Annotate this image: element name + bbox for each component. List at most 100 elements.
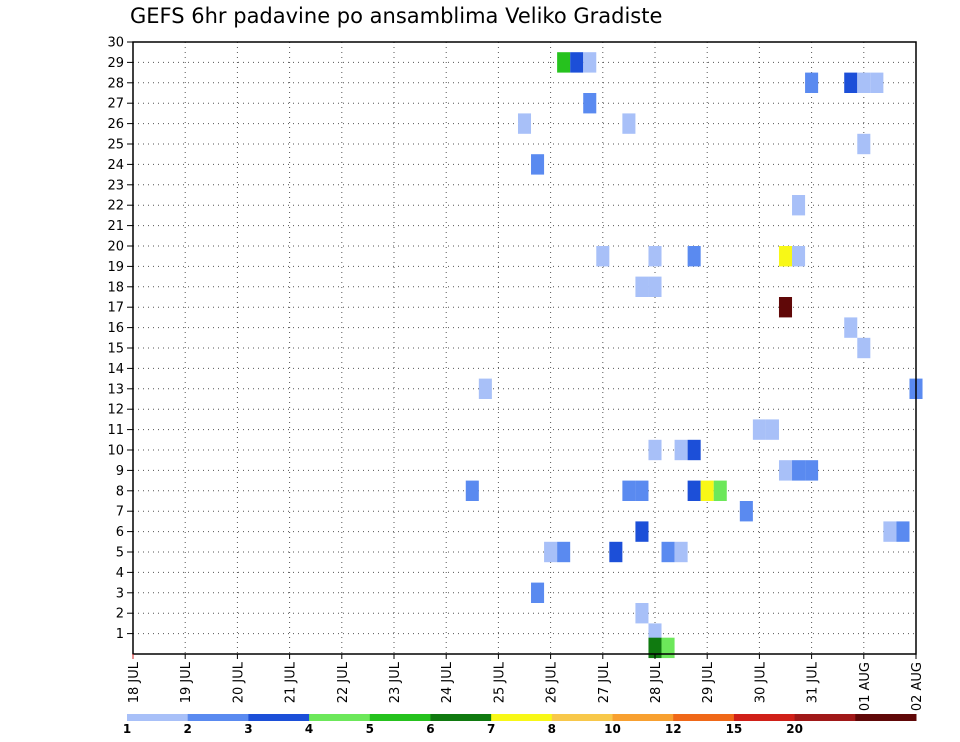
heatmap-cell — [596, 246, 610, 267]
colorbar-swatch — [430, 714, 492, 721]
heatmap-cell — [752, 419, 766, 440]
x-tick-label: 27 JUL — [597, 661, 612, 703]
x-tick-label: 21 JUL — [284, 661, 299, 703]
heatmap-cell — [687, 439, 701, 461]
y-tick-label: 8 — [116, 484, 124, 499]
heatmap-cell — [661, 637, 675, 659]
heatmap-cell — [661, 541, 675, 563]
colorbar-swatch — [673, 714, 735, 721]
colorbar-swatch — [127, 714, 189, 721]
y-tick-label: 5 — [116, 546, 124, 561]
heatmap-cell — [883, 521, 897, 542]
heatmap-cell — [896, 521, 910, 542]
x-tick-label: 02 AUG — [910, 662, 925, 711]
y-tick-label: 23 — [107, 178, 124, 193]
y-tick-label: 26 — [107, 117, 124, 132]
heatmap-cell — [844, 72, 858, 93]
heatmap-cell — [778, 297, 793, 318]
heatmap-cell — [687, 480, 701, 501]
colorbar-swatch — [491, 714, 553, 721]
heatmap-cell — [778, 246, 793, 267]
heatmap-cell — [648, 637, 662, 659]
heatmap-cell — [792, 460, 806, 481]
x-tick-label: 26 JUL — [545, 661, 560, 703]
heatmap-cell — [792, 195, 806, 216]
y-tick-label: 24 — [107, 158, 124, 173]
x-tick-label: 18 JUL — [127, 661, 142, 703]
heatmap-cell — [674, 541, 688, 563]
colorbar-swatch — [187, 714, 249, 721]
heatmap-cell — [544, 541, 558, 563]
y-tick-label: 17 — [107, 301, 124, 316]
colorbar-swatch — [855, 714, 917, 721]
y-tick-label: 27 — [107, 97, 124, 112]
heatmap-cell — [792, 246, 806, 267]
heatmap-cell — [648, 439, 662, 461]
heatmap-cell — [857, 72, 871, 93]
chart-title: GEFS 6hr padavine po ansamblima Veliko G… — [130, 4, 663, 28]
colorbar-label: 20 — [786, 722, 803, 736]
y-tick-label: 16 — [107, 321, 124, 336]
y-tick-label: 2 — [116, 607, 124, 622]
heatmap-cell — [857, 337, 871, 359]
colorbar-swatch — [248, 714, 310, 721]
x-tick-label: 24 JUL — [440, 661, 455, 703]
heatmap-cell — [857, 133, 871, 155]
heatmap-cell — [844, 317, 858, 338]
heatmap-cell — [635, 603, 649, 624]
x-tick-label: 01 AUG — [858, 662, 873, 711]
y-tick-label: 18 — [107, 280, 124, 295]
y-tick-label: 1 — [116, 627, 124, 642]
y-tick-label: 19 — [107, 260, 124, 275]
y-tick-label: 12 — [107, 403, 124, 418]
colorbar-label: 6 — [426, 722, 434, 736]
colorbar-label: 15 — [726, 722, 743, 736]
heatmap-cell — [609, 541, 623, 563]
colorbar-label: 10 — [604, 722, 621, 736]
x-tick-label: 25 JUL — [492, 661, 507, 703]
y-tick-label: 6 — [116, 525, 124, 540]
colorbar-swatch — [369, 714, 431, 721]
heatmap-cell — [739, 501, 753, 522]
x-tick-label: 23 JUL — [388, 661, 403, 703]
heatmap-cell — [583, 52, 597, 73]
heatmap-cell — [635, 276, 649, 297]
y-tick-label: 15 — [107, 342, 124, 357]
x-tick-label: 19 JUL — [179, 661, 194, 703]
heatmap-cell — [531, 582, 545, 603]
heatmap-cell — [622, 113, 636, 134]
y-tick-label: 14 — [107, 362, 124, 377]
heatmap-cell — [635, 480, 649, 501]
heatmap-cell — [648, 276, 662, 297]
heatmap-cell — [778, 460, 793, 481]
y-tick-label: 4 — [116, 566, 124, 581]
heatmap-cell — [622, 480, 636, 501]
heatmap-cell — [478, 378, 492, 399]
heatmap-cell — [870, 72, 884, 93]
colorbar-label: 3 — [244, 722, 252, 736]
heatmap-cell — [700, 480, 714, 501]
colorbar-label: 2 — [184, 722, 192, 736]
y-tick-label: 7 — [116, 505, 124, 520]
heatmap-cell — [557, 52, 571, 73]
y-tick-label: 25 — [107, 138, 124, 153]
x-tick-label: 20 JUL — [231, 661, 246, 703]
heatmap-cell — [687, 246, 701, 267]
heatmap-cell — [805, 460, 819, 481]
y-tick-label: 29 — [107, 56, 124, 71]
y-tick-label: 20 — [107, 240, 124, 255]
colorbar-label: 7 — [487, 722, 495, 736]
y-tick-label: 21 — [107, 219, 124, 234]
heatmap-cell — [517, 113, 532, 134]
y-tick-label: 22 — [107, 199, 124, 214]
heatmap-cell — [465, 480, 479, 501]
heatmap-cell — [674, 439, 688, 461]
x-tick-label: 30 JUL — [753, 661, 768, 703]
colorbar-swatch — [733, 714, 796, 721]
colorbar-swatch — [309, 714, 371, 721]
heatmap-cell — [635, 521, 649, 542]
heatmap-cell — [765, 419, 779, 440]
x-tick-label: 29 JUL — [701, 661, 716, 703]
y-tick-label: 13 — [107, 382, 124, 397]
